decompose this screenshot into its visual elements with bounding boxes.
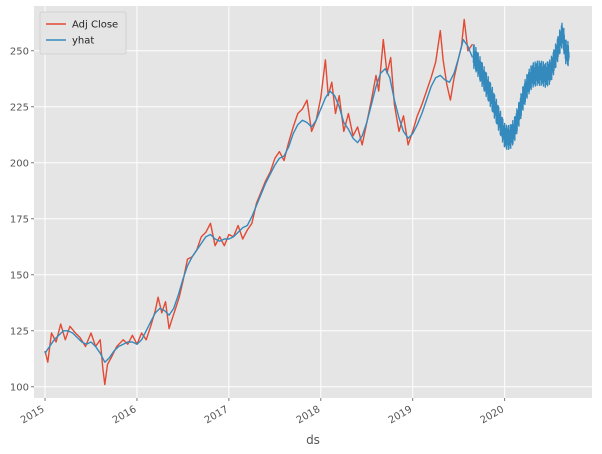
- series-line-yhat-forecast: [472, 22, 570, 150]
- y-tick-label: 175: [10, 214, 29, 225]
- y-axis: 100 125 150 175 200 225 250: [10, 46, 34, 393]
- legend-label: yhat: [72, 36, 94, 47]
- y-tick-label: 225: [10, 102, 29, 113]
- grid: [34, 6, 592, 398]
- x-axis: 2015 2016 2017 2018 2019 2020: [19, 398, 506, 426]
- legend: Adj Close yhat: [39, 11, 127, 55]
- x-tick-label: 2015: [19, 404, 47, 426]
- x-tick-label: 2016: [111, 404, 139, 426]
- x-tick-label: 2018: [295, 404, 323, 426]
- series-layer: [44, 18, 570, 386]
- x-axis-label: ds: [306, 433, 320, 447]
- legend-box: [39, 11, 127, 55]
- x-tick-label: 2020: [479, 404, 507, 426]
- x-tick-label: 2019: [387, 404, 415, 426]
- plot-background: [34, 6, 592, 398]
- legend-label: Adj Close: [72, 20, 118, 31]
- series-line-yhat: [44, 38, 474, 363]
- y-tick-label: 100: [10, 382, 29, 393]
- y-tick-label: 125: [10, 326, 29, 337]
- y-tick-label: 150: [10, 270, 29, 281]
- y-tick-label: 200: [10, 158, 29, 169]
- x-tick-label: 2017: [203, 404, 231, 426]
- y-tick-label: 250: [10, 46, 29, 57]
